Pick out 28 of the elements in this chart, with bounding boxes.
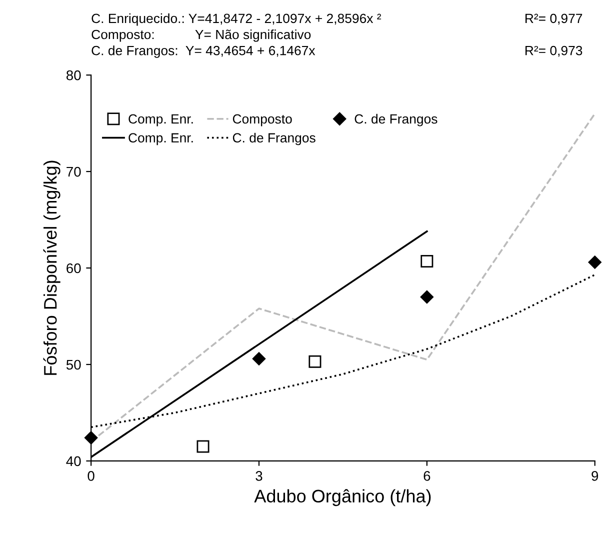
point [420, 290, 434, 304]
x-tick-label: 3 [256, 471, 262, 481]
text: C. Enriquecido.: Y=41,8472 - 2,1097x + 2,8596x ² [92, 13, 382, 26]
legend-label: Comp. Enr. [128, 133, 193, 146]
legend-label: Comp. Enr. [128, 114, 193, 126]
legend-label: C. de Frangos [232, 132, 316, 146]
point [252, 352, 266, 366]
text: R²= 0,973 [525, 46, 582, 57]
y-tick-label: 70 [66, 166, 81, 177]
point [588, 256, 602, 269]
point [308, 355, 322, 368]
y-tick-label: 50 [66, 360, 81, 370]
legend-label: Composto [232, 114, 292, 126]
x-tick-label: 9 [592, 471, 598, 481]
text: C. de Frangos: Y= 43,4654 + 6,1467x [92, 46, 316, 58]
y-tick-label: 60 [66, 263, 81, 274]
y-tick-label: 80 [66, 70, 81, 80]
y-tick-label: 40 [66, 456, 81, 466]
x-tick-label: 6 [424, 471, 430, 481]
point [84, 431, 98, 444]
point [196, 440, 210, 453]
text: R²= 0,977 [525, 14, 582, 25]
text: Composto: Y= Não significativo [92, 29, 311, 42]
y-axis-title: Fósforo Disponível (mg/kg) [43, 160, 60, 375]
legend-label: C. de Frangos [354, 114, 438, 126]
point [420, 254, 434, 268]
x-axis-title: Adubo Orgânico (t/ha) [254, 489, 431, 506]
x-tick-label: 0 [88, 471, 94, 481]
